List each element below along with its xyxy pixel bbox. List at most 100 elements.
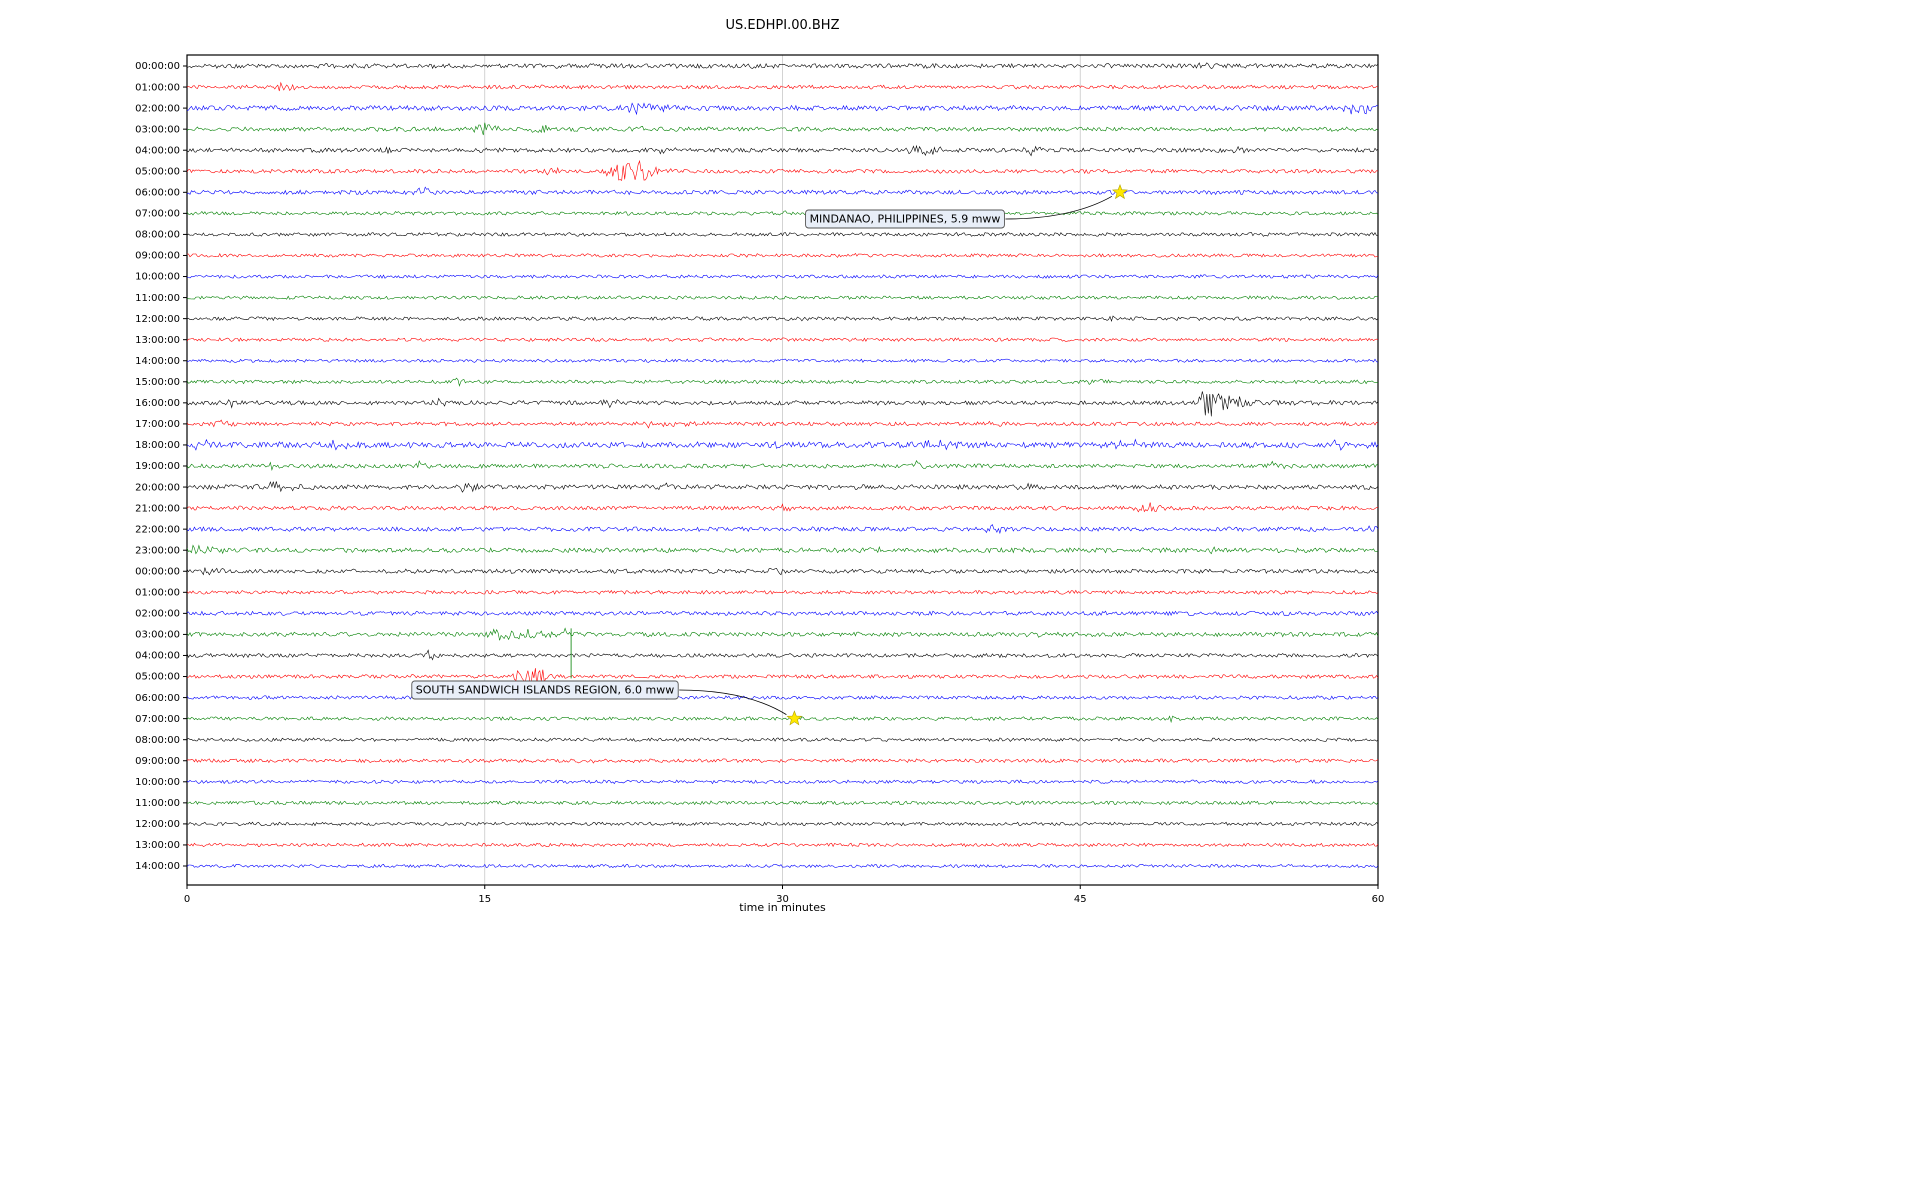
event-label: SOUTH SANDWICH ISLANDS REGION, 6.0 mww (416, 684, 674, 697)
y-tick-label: 21:00:00 (135, 503, 180, 514)
y-tick-label: 09:00:00 (135, 251, 180, 262)
waveform-trace (187, 481, 1378, 493)
y-tick-label: 02:00:00 (135, 609, 180, 620)
y-tick-label: 06:00:00 (135, 693, 180, 704)
waveform-trace (187, 232, 1378, 237)
grid-layer (484, 55, 1081, 885)
waveform-trace (187, 186, 1378, 196)
waveform-trace (187, 337, 1378, 343)
x-tick-label: 60 (1372, 894, 1385, 905)
waveform-trace (187, 122, 1378, 136)
x-tick-label: 15 (478, 894, 491, 905)
event-label-box (805, 209, 1005, 229)
y-tick-label: 15:00:00 (135, 377, 180, 388)
y-tick-label: 13:00:00 (135, 335, 180, 346)
event-connector-line (1005, 195, 1113, 220)
y-tick-label: 11:00:00 (135, 798, 180, 809)
y-tick-label: 18:00:00 (135, 440, 180, 451)
figure-title: US.EDHPI.00.BHZ (726, 18, 840, 33)
trace-layer (187, 62, 1378, 869)
y-tick-label: 03:00:00 (135, 124, 180, 135)
y-tick-label: 04:00:00 (135, 145, 180, 156)
y-tick-label: 07:00:00 (135, 714, 180, 725)
waveform-trace (187, 252, 1378, 258)
x-tick-label: 30 (776, 894, 789, 905)
waveform-trace (187, 863, 1378, 869)
event-annotation: SOUTH SANDWICH ISLANDS REGION, 6.0 mww (411, 680, 803, 726)
waveform-trace (187, 419, 1378, 429)
event-annotation: MINDANAO, PHILIPPINES, 5.9 mww (805, 183, 1128, 229)
event-star-icon (786, 710, 803, 726)
y-tick-label: 06:00:00 (135, 188, 180, 199)
y-tick-label: 08:00:00 (135, 735, 180, 746)
y-tick-label: 00:00:00 (135, 566, 180, 577)
y-tick-label: 05:00:00 (135, 166, 180, 177)
waveform-trace (187, 62, 1378, 70)
y-tick-label: 05:00:00 (135, 672, 180, 683)
waveform-trace (187, 391, 1378, 417)
waveform-trace (187, 295, 1378, 300)
waveform-trace (187, 668, 1378, 688)
waveform-trace (187, 102, 1378, 116)
y-tick-label: 01:00:00 (135, 82, 180, 93)
y-tick-label: 20:00:00 (135, 482, 180, 493)
waveform-trace (187, 159, 1378, 181)
y-tick-label: 19:00:00 (135, 461, 180, 472)
waveform-trace (187, 315, 1378, 322)
waveform-trace (187, 627, 1378, 641)
y-tick-label: 12:00:00 (135, 314, 180, 325)
x-tick-label: 0 (184, 894, 190, 905)
waveform-trace (187, 81, 1378, 92)
y-tick-label: 13:00:00 (135, 840, 180, 851)
y-tick-label: 11:00:00 (135, 293, 180, 304)
event-connector-line (679, 689, 787, 715)
waveform-trace (187, 610, 1378, 617)
y-tick-label: 14:00:00 (135, 861, 180, 872)
event-star-icon (1112, 183, 1128, 200)
waveform-trace (187, 737, 1378, 742)
y-tick-label: 17:00:00 (135, 419, 180, 430)
waveform-trace (187, 649, 1378, 661)
waveform-trace (187, 210, 1378, 216)
waveform-trace (187, 589, 1378, 595)
y-tick-label: 08:00:00 (135, 230, 180, 241)
y-tick-label: 01:00:00 (135, 588, 180, 599)
waveform-trace (187, 460, 1378, 471)
y-tick-label: 02:00:00 (135, 103, 180, 114)
y-tick-label: 00:00:00 (135, 61, 180, 72)
waveform-trace (187, 715, 1378, 724)
y-tick-label: 09:00:00 (135, 756, 180, 767)
event-layer: MINDANAO, PHILIPPINES, 5.9 mww SOUTH SAND… (411, 183, 1128, 726)
waveform-trace (187, 274, 1378, 279)
waveform-trace (187, 842, 1378, 848)
waveform-trace (187, 695, 1378, 701)
y-tick-label: 04:00:00 (135, 651, 180, 662)
waveform-trace (187, 438, 1378, 451)
y-tick-label: 23:00:00 (135, 545, 180, 556)
axis-layer: 0 15 30 45 60 00:00:00 01:00:00 02:00:00 03:00:0… (135, 61, 1384, 905)
y-tick-label: 10:00:00 (135, 777, 180, 788)
waveform-trace (187, 358, 1378, 363)
y-tick-label: 12:00:00 (135, 819, 180, 830)
waveform-trace (187, 502, 1378, 513)
x-tick-label: 45 (1074, 894, 1087, 905)
waveform-trace (187, 758, 1378, 764)
waveform-trace (187, 800, 1378, 806)
event-label-box (411, 680, 679, 700)
waveform-trace (187, 567, 1378, 576)
waveform-trace (187, 377, 1378, 387)
y-tick-label: 16:00:00 (135, 398, 180, 409)
event-label: MINDANAO, PHILIPPINES, 5.9 mww (810, 213, 1001, 226)
waveform-trace (187, 779, 1378, 785)
waveform-trace (187, 544, 1378, 555)
x-axis-label: time in minutes (739, 901, 826, 914)
y-tick-label: 14:00:00 (135, 356, 180, 367)
y-tick-label: 10:00:00 (135, 272, 180, 283)
waveform-trace (187, 821, 1378, 827)
y-tick-label: 07:00:00 (135, 209, 180, 220)
waveform-trace (187, 144, 1378, 157)
waveform-trace (187, 524, 1378, 535)
y-tick-label: 03:00:00 (135, 630, 180, 641)
y-tick-label: 22:00:00 (135, 524, 180, 535)
